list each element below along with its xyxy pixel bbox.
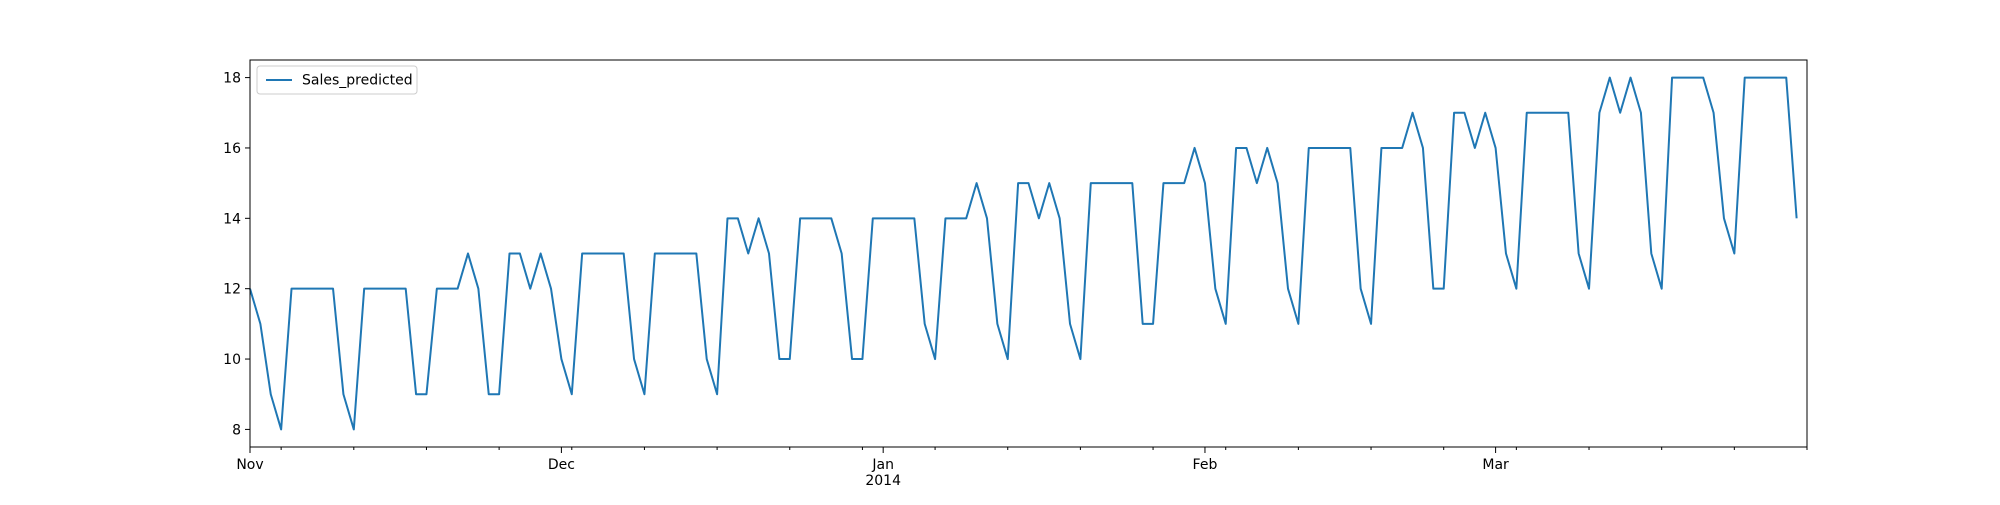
- y-tick-label: 12: [223, 282, 241, 298]
- y-tick-label: 14: [223, 211, 241, 227]
- x-tick-label: Dec: [548, 457, 575, 473]
- axes-frame: [249, 59, 1808, 448]
- y-tick-label: 16: [223, 141, 241, 157]
- x-tick-label: Nov: [236, 457, 263, 473]
- legend-label: Sales_predicted: [302, 73, 413, 89]
- x-tick-label: Feb: [1193, 457, 1218, 473]
- x-tick-sublabel: 2014: [865, 473, 901, 489]
- y-tick-label: 8: [232, 422, 241, 438]
- y-tick-label: 10: [223, 352, 241, 368]
- y-tick-label: 18: [223, 71, 241, 87]
- x-tick-label: Jan: [871, 457, 894, 473]
- series-line-Sales_predicted: [249, 76, 1798, 431]
- legend-frame: [256, 65, 418, 95]
- x-tick-label: Mar: [1482, 457, 1509, 473]
- legend: Sales_predicted: [256, 65, 418, 95]
- plot-area: [249, 76, 1798, 431]
